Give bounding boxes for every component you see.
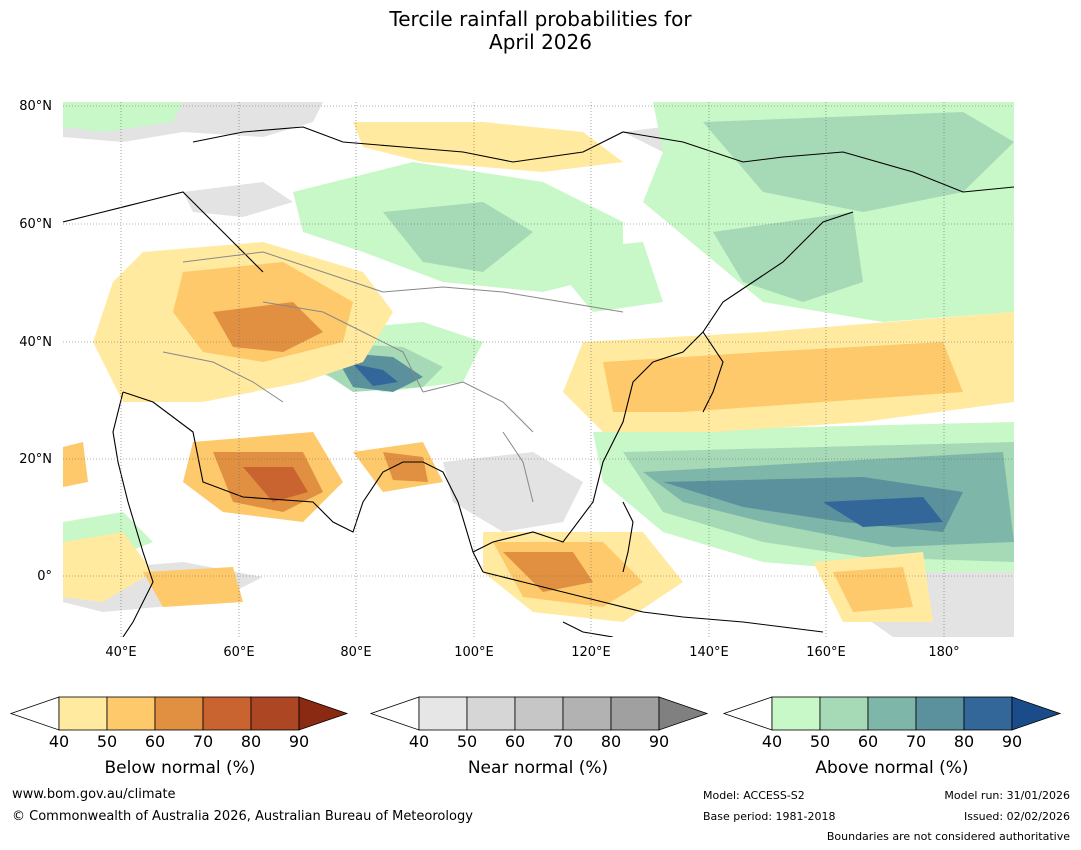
- issued-date: Issued: 02/02/2026: [963, 810, 1070, 823]
- colorbar-below-tick-label: 50: [97, 732, 117, 751]
- lat-label-20n: 20°N: [19, 452, 52, 467]
- colorbar-near-lower-extension: [369, 696, 420, 731]
- colorbar-above-tick-label: 40: [762, 732, 782, 751]
- colorbar-above-segment: [819, 696, 869, 731]
- colorbar-near-tick-label: 70: [553, 732, 573, 751]
- colorbar-below-segment: [58, 696, 108, 731]
- colorbar-near-tick-label: 90: [649, 732, 669, 751]
- above-normal-areas: [63, 102, 1014, 572]
- colorbar-above-segment: [963, 696, 1013, 731]
- colorbar-below-segment: [106, 696, 156, 731]
- colorbar-below-segment: [154, 696, 204, 731]
- colorbar-near-tick-label: 60: [505, 732, 525, 751]
- colorbar-near-tick-label: 40: [409, 732, 429, 751]
- website-link[interactable]: www.bom.gov.au/climate: [12, 787, 176, 802]
- colorbar-below-segment: [202, 696, 252, 731]
- colorbar-near-segment: [466, 696, 516, 731]
- colorbar-near-upper-extension: [658, 696, 709, 731]
- lat-label-40n: 40°N: [19, 335, 52, 350]
- colorbar-below-tick-label: 60: [145, 732, 165, 751]
- colorbars: 40 50 60 70 80 90 40 50 60 70 80 90 40 50 60 70 80 90: [9, 696, 1062, 751]
- colorbar-near-segment: [562, 696, 612, 731]
- title-line-1: Tercile rainfall probabilities for: [389, 7, 692, 31]
- colorbar-above-tick-label: 50: [810, 732, 830, 751]
- colorbar-above-segment: [771, 696, 821, 731]
- map-svg: [62, 102, 1015, 638]
- copyright-text: © Commonwealth of Australia 2026, Austra…: [12, 809, 473, 824]
- rainfall-probability-map: [62, 102, 1015, 638]
- graticule: [63, 102, 1014, 637]
- colorbar-title-near: Near normal (%): [467, 758, 609, 778]
- colorbar-above-lower-extension: [722, 696, 773, 731]
- colorbar-below-tick-label: 80: [241, 732, 261, 751]
- colorbar-near-segment: [514, 696, 564, 731]
- lon-label-100e: 100°E: [454, 645, 494, 660]
- lat-label-80n: 80°N: [19, 99, 52, 114]
- colorbar-title-below: Below normal (%): [104, 758, 256, 778]
- colorbar-below-tick-label: 90: [289, 732, 309, 751]
- colorbar-below-segment: [250, 696, 300, 731]
- colorbar-near-tick-label: 80: [601, 732, 621, 751]
- colorbar-below-upper-extension: [298, 696, 349, 731]
- colorbar-above-segment: [867, 696, 917, 731]
- coastlines: [62, 126, 1015, 638]
- lat-label-0: 0°: [37, 569, 52, 584]
- colorbar-near-tick-label: 50: [457, 732, 477, 751]
- map-title: Tercile rainfall probabilities for April…: [0, 8, 1081, 54]
- lon-label-120e: 120°E: [571, 645, 611, 660]
- colorbar-above-tick-label: 80: [954, 732, 974, 751]
- colorbar-below-tick-label: 70: [193, 732, 213, 751]
- lon-label-80e: 80°E: [340, 645, 372, 660]
- colorbar-near-segment: [610, 696, 660, 731]
- lon-label-60e: 60°E: [223, 645, 255, 660]
- colorbar-above-tick-label: 70: [906, 732, 926, 751]
- lon-label-160e: 160°E: [806, 645, 846, 660]
- lon-label-40e: 40°E: [105, 645, 137, 660]
- colorbar-above-segment: [915, 696, 965, 731]
- lon-label-180: 180°: [928, 645, 960, 660]
- colorbar-below-lower-extension: [9, 696, 60, 731]
- colorbar-title-above: Above normal (%): [815, 758, 969, 778]
- boundaries-disclaimer: Boundaries are not considered authoritat…: [826, 830, 1070, 843]
- country-boundaries: [162, 251, 624, 503]
- model-name: Model: ACCESS-S2: [703, 789, 805, 802]
- colorbar-above-upper-extension: [1011, 696, 1062, 731]
- model-run-date: Model run: 31/01/2026: [944, 789, 1070, 802]
- colorbar-above-tick-label: 60: [858, 732, 878, 751]
- colorbar-above-tick-label: 90: [1002, 732, 1022, 751]
- lat-label-60n: 60°N: [19, 217, 52, 232]
- base-period: Base period: 1981-2018: [703, 810, 836, 823]
- colorbar-below-tick-label: 40: [49, 732, 69, 751]
- lon-label-140e: 140°E: [689, 645, 729, 660]
- below-normal-areas: [63, 122, 1014, 622]
- colorbar-near-segment: [418, 696, 468, 731]
- title-line-2: April 2026: [489, 30, 592, 54]
